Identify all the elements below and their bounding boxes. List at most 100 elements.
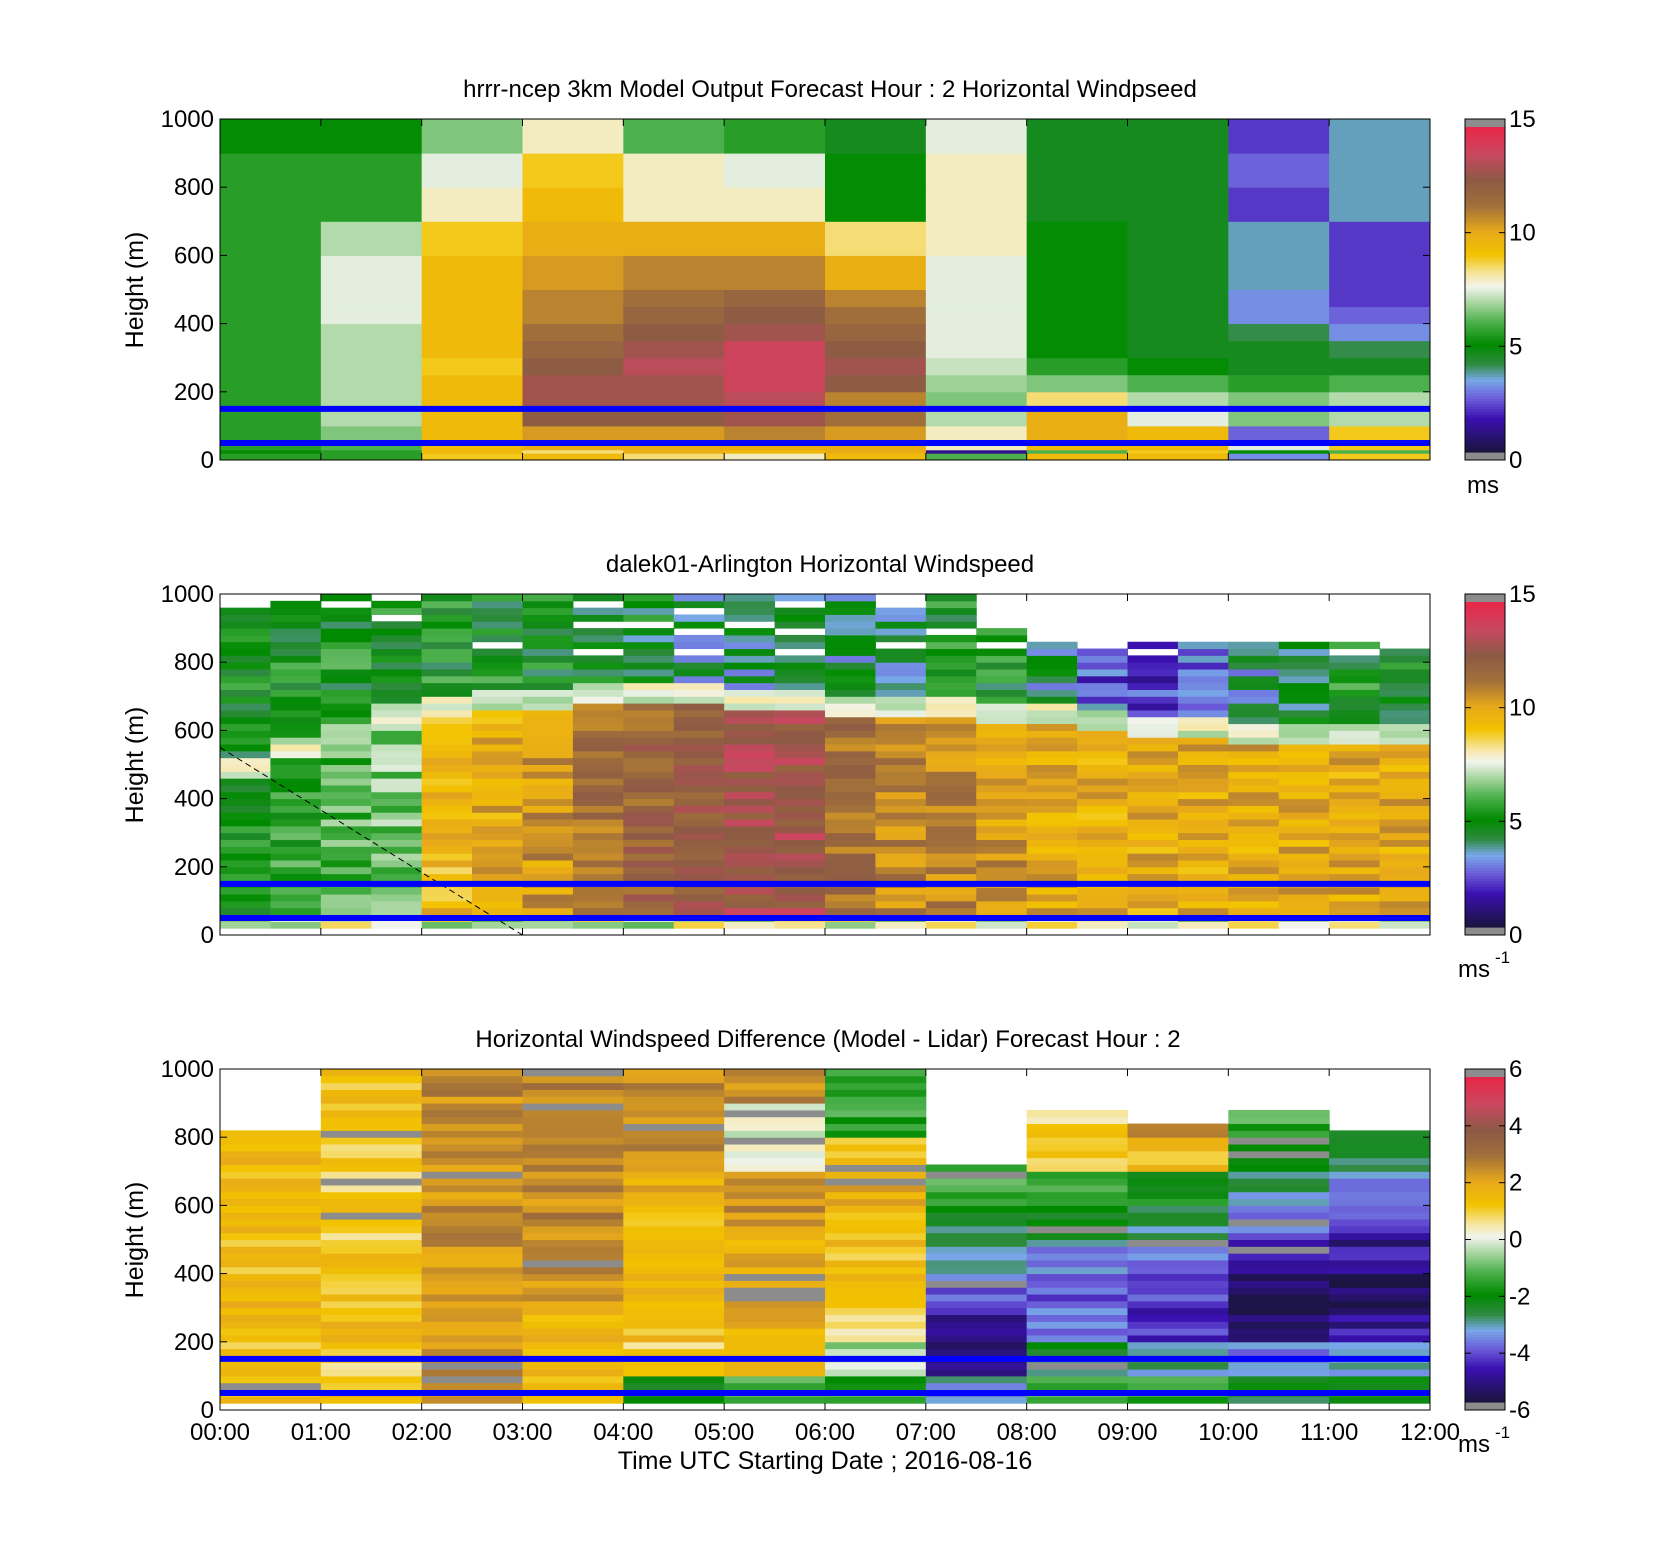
heatmap-cell bbox=[1278, 805, 1330, 813]
heatmap-cell bbox=[825, 1246, 927, 1254]
heatmap-cell bbox=[825, 1287, 927, 1295]
heatmap-cell bbox=[925, 1259, 1028, 1268]
heatmap-cell bbox=[1228, 900, 1280, 909]
heatmap-cell bbox=[421, 675, 473, 684]
heatmap-cell bbox=[1329, 1280, 1431, 1288]
heatmap-cell bbox=[774, 709, 826, 718]
heatmap-cell bbox=[421, 119, 523, 154]
heatmap-cell bbox=[522, 846, 574, 854]
heatmap-cell bbox=[724, 853, 776, 861]
heatmap-cell bbox=[1177, 778, 1229, 786]
heatmap-cell bbox=[623, 648, 675, 656]
heatmap-cell bbox=[1026, 1130, 1128, 1138]
heatmap-cell bbox=[825, 1212, 927, 1220]
heatmap-cell bbox=[623, 1178, 725, 1186]
model-heatmap bbox=[220, 119, 1431, 461]
colorbar-swatch bbox=[1465, 156, 1505, 161]
heatmap-cell bbox=[522, 730, 574, 738]
heatmap-cell bbox=[976, 703, 1028, 711]
heatmap-cell bbox=[522, 764, 574, 772]
heatmap-cell bbox=[1127, 357, 1229, 376]
heatmap-cell bbox=[421, 1246, 523, 1254]
heatmap-cell bbox=[371, 900, 423, 909]
heatmap-cell bbox=[623, 689, 675, 697]
heatmap-cell bbox=[825, 907, 876, 916]
heatmap-cell bbox=[1228, 1341, 1330, 1350]
colorbar-swatch bbox=[1465, 813, 1505, 817]
heatmap-cell bbox=[320, 1089, 423, 1097]
heatmap-cell bbox=[623, 1103, 725, 1111]
heatmap-cell bbox=[1228, 1198, 1330, 1206]
heatmap-cell bbox=[925, 453, 1028, 461]
heatmap-cell bbox=[825, 744, 876, 752]
heatmap-cell bbox=[1228, 921, 1280, 929]
colorbar-swatch bbox=[1465, 210, 1505, 215]
heatmap-cell bbox=[320, 453, 423, 461]
heatmap-cell bbox=[421, 1300, 523, 1309]
heatmap-cell bbox=[1278, 873, 1330, 881]
colorbar-swatch bbox=[1465, 335, 1505, 339]
heatmap-cell bbox=[1026, 340, 1128, 359]
heatmap-cell bbox=[724, 1212, 826, 1220]
heatmap-cell bbox=[1228, 1157, 1330, 1165]
heatmap-cell bbox=[724, 425, 826, 444]
heatmap-cell bbox=[1077, 887, 1128, 895]
heatmap-cell bbox=[623, 1116, 725, 1125]
heatmap-cell bbox=[220, 1273, 322, 1281]
heatmap-cell bbox=[472, 662, 523, 670]
heatmap-cell bbox=[1077, 682, 1128, 690]
y-tick-label: 800 bbox=[174, 1124, 214, 1151]
colorbar-swatch bbox=[1465, 278, 1505, 282]
heatmap-cell bbox=[1127, 907, 1179, 916]
heatmap-cell bbox=[925, 873, 977, 881]
heatmap-cell bbox=[270, 819, 322, 827]
heatmap-cell bbox=[320, 1334, 423, 1343]
heatmap-cell bbox=[1329, 832, 1381, 841]
heatmap-cell bbox=[421, 757, 473, 765]
heatmap-cell bbox=[522, 594, 574, 602]
heatmap-cell bbox=[976, 866, 1028, 875]
colorbar-swatch bbox=[1465, 1337, 1505, 1341]
colorbar-swatch bbox=[1465, 642, 1505, 646]
heatmap-cell bbox=[1329, 1184, 1431, 1193]
heatmap-cell bbox=[623, 614, 675, 622]
colorbar-swatch bbox=[1465, 1209, 1505, 1214]
heatmap-cell bbox=[220, 1300, 322, 1309]
heatmap-cell bbox=[1329, 723, 1381, 731]
heatmap-cell bbox=[673, 798, 725, 806]
heatmap-cell bbox=[925, 716, 977, 725]
colorbar-swatch bbox=[1465, 667, 1505, 671]
heatmap-cell bbox=[623, 391, 725, 410]
heatmap-cell bbox=[774, 791, 826, 800]
colorbar-swatch bbox=[1465, 656, 1505, 660]
colorbar-swatch bbox=[1465, 845, 1505, 850]
heatmap-cell bbox=[421, 1123, 523, 1131]
heatmap-cell bbox=[421, 391, 523, 410]
heatmap-cell bbox=[572, 846, 624, 854]
heatmap-cell bbox=[320, 1178, 423, 1186]
colorbar-swatch bbox=[1465, 197, 1505, 201]
heatmap-cell bbox=[724, 764, 776, 772]
heatmap-cell bbox=[270, 737, 322, 745]
heatmap-cell bbox=[976, 819, 1028, 827]
colorbar-swatch bbox=[1465, 880, 1505, 885]
heatmap-cell bbox=[1329, 1130, 1431, 1138]
heatmap-cell bbox=[1278, 798, 1330, 806]
heatmap-cell bbox=[220, 873, 271, 881]
heatmap-cell bbox=[623, 1328, 725, 1336]
heatmap-cell bbox=[623, 737, 675, 745]
colorbar-swatch bbox=[1465, 281, 1505, 285]
heatmap-cell bbox=[825, 798, 876, 806]
heatmap-cell bbox=[774, 771, 826, 779]
heatmap-cell bbox=[724, 255, 826, 290]
colorbar-swatch bbox=[1465, 446, 1505, 450]
heatmap-cell bbox=[572, 778, 624, 786]
heatmap-cell bbox=[1228, 1273, 1330, 1281]
heatmap-cell bbox=[522, 873, 574, 881]
heatmap-cell bbox=[421, 1089, 523, 1097]
heatmap-cell bbox=[320, 614, 372, 622]
heatmap-cell bbox=[1177, 655, 1229, 663]
heatmap-cell bbox=[1228, 771, 1280, 779]
heatmap-cell bbox=[724, 1082, 826, 1090]
heatmap-cell bbox=[724, 1280, 826, 1288]
